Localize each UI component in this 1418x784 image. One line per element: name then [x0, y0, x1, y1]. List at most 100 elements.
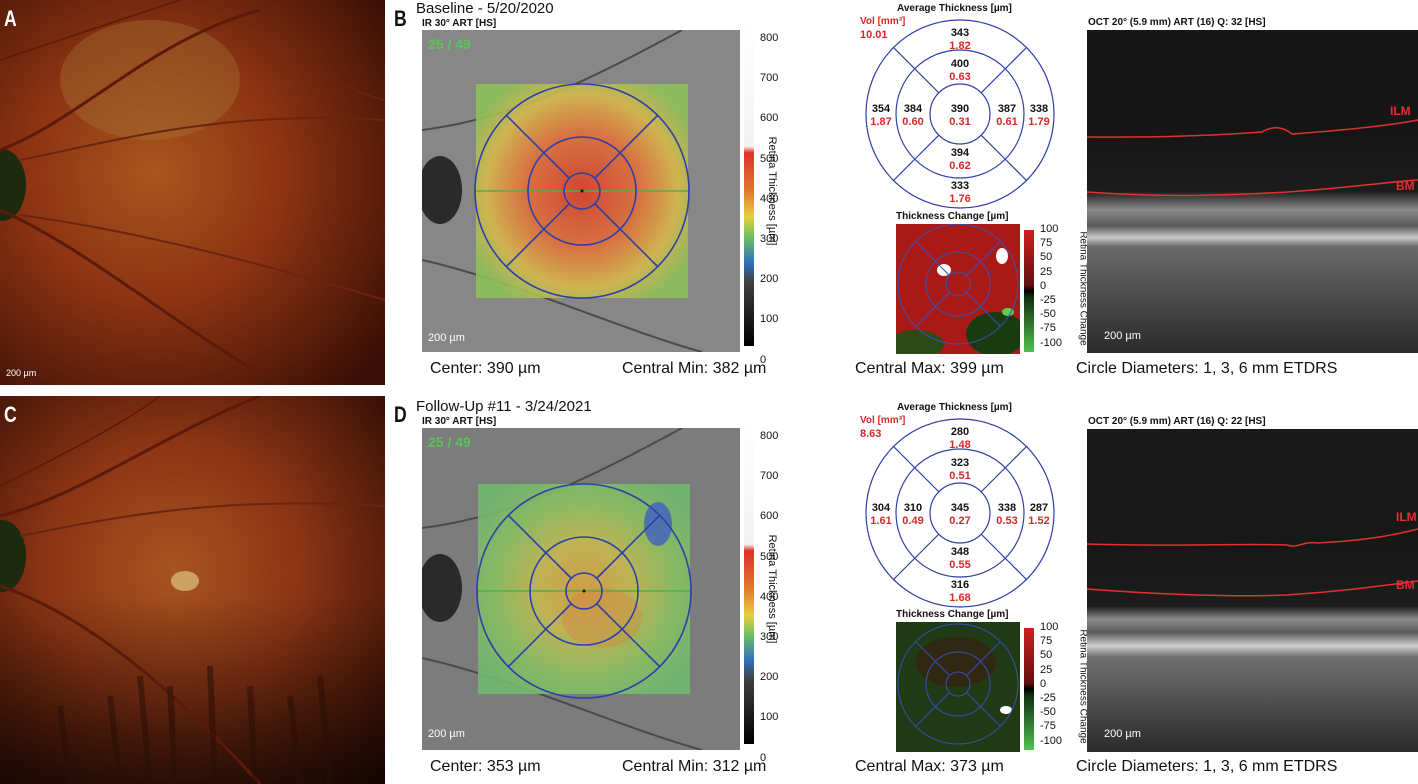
followup-bm-label: BM	[1396, 578, 1415, 592]
change-tick: -75	[1040, 322, 1056, 335]
followup-central-max: Central Max: 373 µm	[855, 758, 1004, 775]
etdrs-outer-left-thickness: 304	[872, 502, 891, 514]
baseline-oct-bscan	[1087, 30, 1418, 353]
baseline-change-colorbar	[1024, 230, 1034, 352]
cbar-tick: 700	[760, 72, 779, 85]
baseline-vol-label: Vol [mm³]	[860, 16, 906, 27]
followup-avg-title: Average Thickness [µm]	[897, 402, 1012, 413]
panel-label-c: C	[4, 402, 17, 427]
etdrs-inner-right-volume: 0.53	[996, 515, 1017, 527]
etdrs-inner-left-thickness: 384	[904, 103, 923, 115]
change-tick: -75	[1040, 720, 1056, 733]
cbar-tick: 0	[760, 353, 767, 366]
panel-label-d: D	[394, 402, 407, 427]
baseline-oct-label: OCT 20° (5.9 mm) ART (16) Q: 32 [HS]	[1088, 17, 1266, 28]
etdrs-inner-left-thickness: 310	[904, 502, 922, 514]
baseline-change-map	[896, 224, 1020, 354]
etdrs-outer-bottom-thickness: 333	[951, 180, 969, 192]
cbar-tick: 400	[760, 590, 779, 603]
followup-circle-diameters: Circle Diameters: 1, 3, 6 mm ETDRS	[1076, 758, 1338, 775]
baseline-etdrs-grid: 343 1.82 400 0.63 390 0.31 384 0.60 387 …	[865, 19, 1055, 209]
cbar-tick: 200	[760, 273, 779, 286]
followup-central-min: Central Min: 312 µm	[622, 758, 767, 775]
baseline-center-value: Center: 390 µm	[430, 360, 541, 377]
etdrs-inner-top-volume: 0.51	[949, 470, 970, 482]
followup-vol-label: Vol [mm³]	[860, 415, 906, 426]
fundus-scale-bar: 200 µm	[6, 368, 37, 378]
followup-etdrs-overlay	[476, 483, 692, 699]
baseline-circle-diameters: Circle Diameters: 1, 3, 6 mm ETDRS	[1076, 360, 1338, 377]
followup-thickness-colorbar	[744, 422, 754, 744]
etdrs-center-thickness: 390	[951, 103, 969, 115]
cbar-tick: 700	[760, 470, 779, 483]
followup-ir-label: IR 30° ART [HS]	[422, 416, 497, 427]
followup-vol-value: 8.63	[860, 428, 882, 440]
change-tick: 50	[1040, 649, 1053, 662]
change-tick: -25	[1040, 294, 1056, 307]
etdrs-inner-bottom-volume: 0.55	[949, 559, 970, 571]
etdrs-inner-right-thickness: 387	[998, 103, 1016, 115]
etdrs-outer-bottom-thickness: 316	[951, 579, 969, 591]
followup-change-ticks: 100 75 50 25 0 -25 -50 -75 -100	[1040, 620, 1062, 748]
etdrs-outer-top-thickness: 343	[951, 27, 969, 39]
baseline-colorbar-title: Retina Thickness [µm]	[766, 136, 778, 246]
etdrs-outer-top-volume: 1.82	[949, 40, 970, 52]
etdrs-inner-left-volume: 0.49	[902, 515, 923, 527]
cbar-tick: 500	[760, 550, 779, 563]
baseline-change-title: Thickness Change [µm]	[896, 211, 1009, 222]
baseline-central-max: Central Max: 399 µm	[855, 360, 1004, 377]
followup-thickness-map: IR 30° ART [HS] 25 / 49 200 µm	[418, 416, 740, 751]
followup-colorbar-title: Retina Thickness [µm]	[766, 534, 778, 644]
baseline-ir-label: IR 30° ART [HS]	[422, 18, 497, 29]
cbar-tick: 200	[760, 671, 779, 684]
change-tick: -50	[1040, 706, 1056, 719]
cbar-tick: 300	[760, 233, 779, 246]
etdrs-outer-bottom-volume: 1.68	[949, 592, 970, 604]
change-tick: 100	[1040, 621, 1059, 633]
change-tick: 50	[1040, 251, 1053, 264]
cbar-tick: 100	[760, 313, 779, 326]
change-tick: -100	[1040, 734, 1063, 747]
cbar-tick: 500	[760, 152, 779, 165]
etdrs-inner-bottom-thickness: 394	[951, 147, 970, 159]
etdrs-inner-top-thickness: 400	[951, 58, 969, 70]
etdrs-center-volume: 0.27	[949, 515, 970, 527]
cbar-tick: 600	[760, 112, 779, 125]
cbar-tick: 400	[760, 192, 779, 205]
etdrs-inner-right-thickness: 338	[998, 502, 1016, 514]
etdrs-inner-bottom-volume: 0.62	[949, 160, 970, 172]
etdrs-outer-right-volume: 1.79	[1028, 116, 1049, 128]
followup-oct-label: OCT 20° (5.9 mm) ART (16) Q: 22 [HS]	[1088, 416, 1266, 427]
change-tick: -25	[1040, 692, 1056, 705]
fundus-image-baseline	[0, 0, 385, 385]
fundus-photo-baseline: 200 µm	[0, 0, 385, 385]
change-tick: 75	[1040, 237, 1053, 250]
panel-label-a: A	[4, 6, 17, 31]
cbar-tick: 800	[760, 430, 779, 442]
change-tick: -100	[1040, 336, 1063, 349]
fundus-photo-followup	[0, 396, 385, 784]
etdrs-outer-right-thickness: 338	[1030, 103, 1048, 115]
etdrs-outer-top-volume: 1.48	[949, 439, 970, 451]
etdrs-outer-left-thickness: 354	[872, 103, 891, 115]
baseline-thickness-map: IR 30° ART [HS] 25 / 49 200 µm	[418, 18, 740, 353]
baseline-oct-scale: 200 µm	[1104, 330, 1141, 342]
etdrs-inner-top-thickness: 323	[951, 457, 969, 469]
followup-scan-counter: 25 / 49	[428, 434, 471, 450]
etdrs-inner-top-volume: 0.63	[949, 71, 970, 83]
etdrs-outer-left-volume: 1.61	[870, 515, 891, 527]
etdrs-outer-right-thickness: 287	[1030, 502, 1048, 514]
baseline-central-min: Central Min: 382 µm	[622, 360, 767, 377]
followup-ir-image	[418, 427, 740, 751]
baseline-ilm-label: ILM	[1390, 104, 1411, 118]
baseline-bm-label: BM	[1396, 179, 1415, 193]
etdrs-outer-right-volume: 1.52	[1028, 515, 1049, 527]
baseline-scan-counter: 25 / 49	[428, 36, 471, 52]
followup-oct-bscan	[1087, 429, 1418, 752]
change-tick: 25	[1040, 265, 1053, 278]
etdrs-outer-bottom-volume: 1.76	[949, 193, 970, 205]
etdrs-inner-right-volume: 0.61	[996, 116, 1017, 128]
baseline-thickness-colorbar	[744, 24, 754, 346]
followup-colorbar-ticks: 800 700 600 500 400 300 200 100 0	[760, 416, 778, 778]
baseline-colorbar-ticks: 800 700 600 500 400 300 200 100 0	[760, 18, 778, 380]
